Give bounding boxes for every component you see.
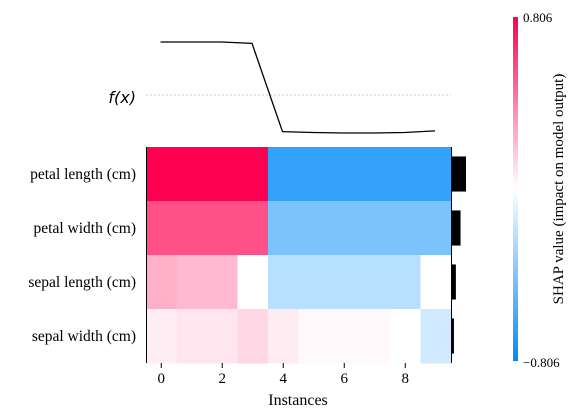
heatmap-cell [420,255,452,310]
heatmap-cell [359,201,391,256]
x-axis-ticks: 0 2 4 6 8 [158,363,410,387]
colorbar [513,17,518,361]
x-axis-label: Instances [268,392,328,409]
heatmap-cell [176,147,208,202]
heatmap-cell [420,147,452,202]
feature-label: petal width (cm) [34,220,136,237]
heatmap-cell [268,147,300,202]
heatmap-cell [146,147,178,202]
heatmap-cell [207,309,239,364]
importance-bar [452,210,461,246]
heatmap-cell [390,309,422,364]
heatmap-cell [207,201,239,256]
heatmap-cells [146,147,452,364]
heatmap-cell [176,255,208,310]
heatmap-cell [268,201,300,256]
heatmap-cell [268,255,300,310]
x-tick-label: 0 [158,371,166,387]
heatmap-cell [237,201,269,256]
importance-bars [452,156,466,354]
heatmap-cell [359,255,391,310]
axes [146,147,452,363]
feature-labels: petal length (cm) petal width (cm) sepal l… [28,166,136,345]
x-tick-label: 2 [219,371,227,387]
heatmap-cell [176,201,208,256]
x-tick-label: 6 [341,371,349,387]
heatmap-cell [359,309,391,364]
heatmap-cell [420,201,452,256]
heatmap-cell [237,147,269,202]
heatmap-cell [390,147,422,202]
heatmap-cell [420,309,452,364]
heatmap-cell [146,255,178,310]
heatmap-cell [390,255,422,310]
heatmap-cell [207,147,239,202]
importance-bar [452,156,466,192]
x-tick-label: 4 [280,371,288,387]
heatmap-cell [390,201,422,256]
feature-label: sepal width (cm) [32,328,136,345]
heatmap-cell [268,309,300,364]
colorbar-min-label: −0.806 [523,355,560,370]
colorbar-max-label: 0.806 [523,10,553,25]
heatmap-cell [146,201,178,256]
fx-label: f(x) [108,88,136,107]
heatmap-cell [298,309,330,364]
fx-plot [146,41,451,134]
heatmap-cell [176,309,208,364]
heatmap-cell [207,255,239,310]
importance-bar [452,318,454,354]
heatmap-cell [146,309,178,364]
heatmap-cell [329,201,361,256]
importance-bar [452,264,456,300]
feature-label: petal length (cm) [30,166,136,183]
x-tick-label: 8 [402,371,410,387]
heatmap-cell [298,201,330,256]
heatmap-cell [298,147,330,202]
heatmap-cell [298,255,330,310]
heatmap-cell [329,309,361,364]
heatmap-cell [359,147,391,202]
heatmap-cell [329,147,361,202]
heatmap-cell [329,255,361,310]
colorbar-title: SHAP value (impact on model output) [551,74,567,305]
fx-line [160,41,436,134]
feature-label: sepal length (cm) [28,274,136,291]
heatmap-cell [237,309,269,364]
heatmap-cell [237,255,269,310]
